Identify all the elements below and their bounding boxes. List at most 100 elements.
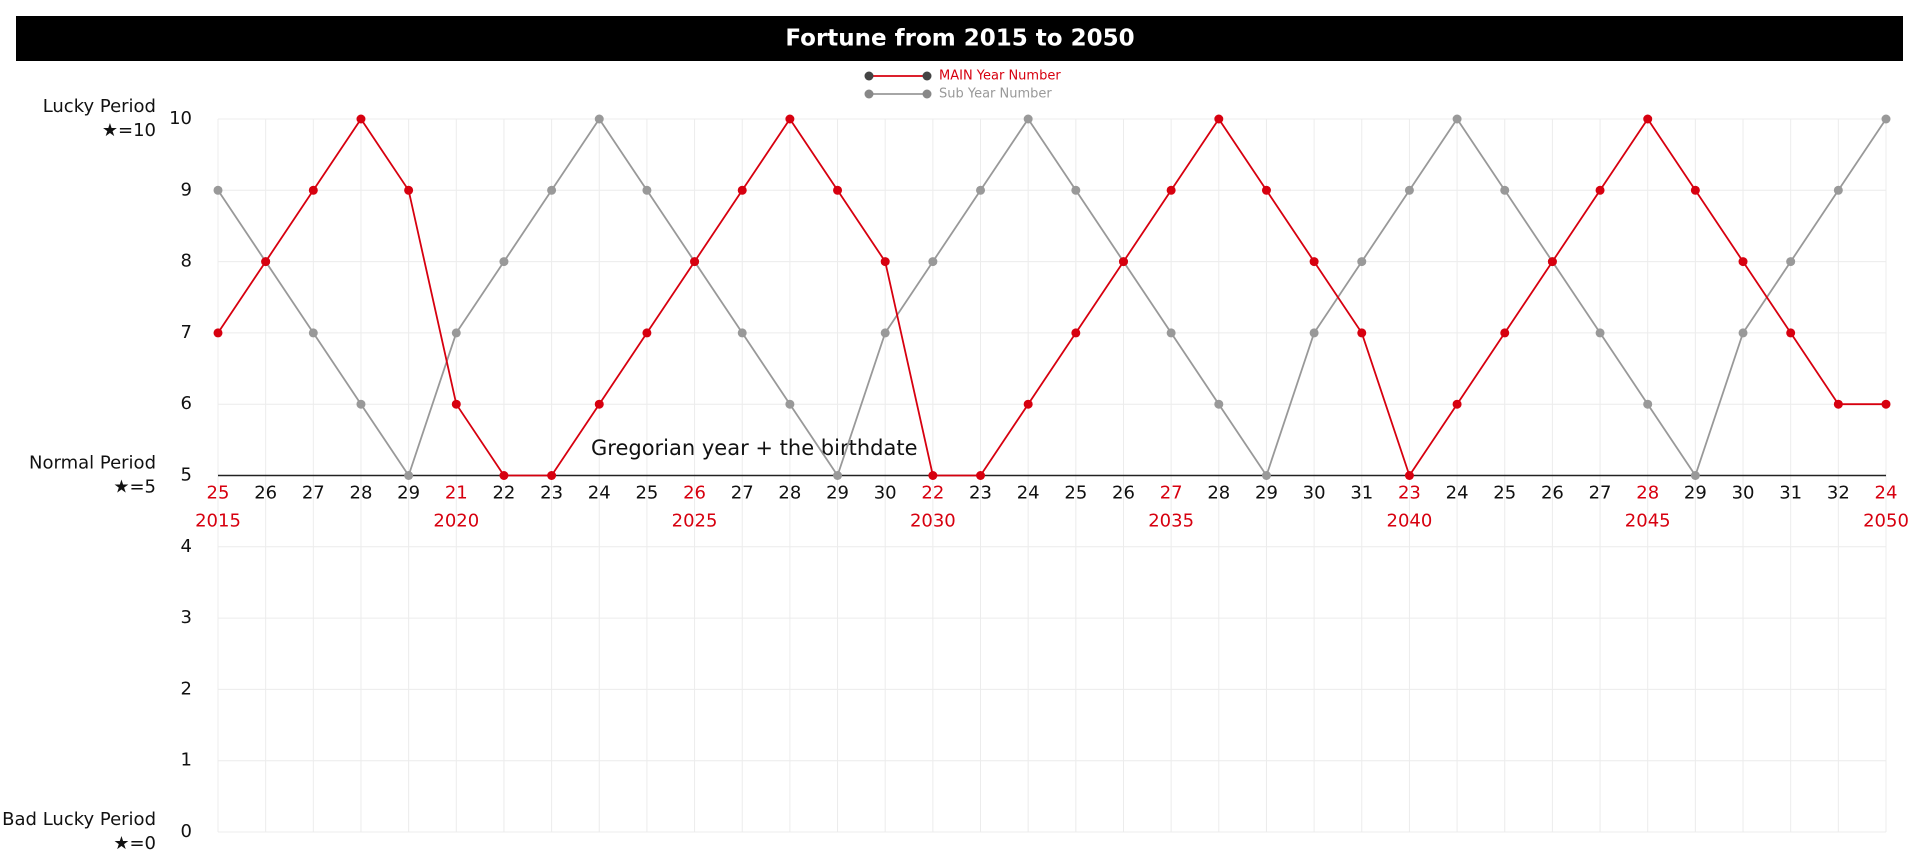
point [594, 114, 604, 124]
point [1166, 185, 1176, 195]
y-tick-label: 0 [181, 821, 192, 842]
point [1595, 185, 1605, 195]
point [451, 399, 461, 409]
x-tick-label: 28 [1636, 483, 1659, 504]
side-label-note: ★=10 [102, 120, 156, 141]
legend-label: MAIN Year Number [939, 69, 1061, 84]
y-tick-label: 4 [181, 536, 192, 557]
point [356, 399, 366, 409]
point [880, 257, 890, 267]
y-tick-label: 5 [181, 465, 192, 486]
point [1786, 328, 1796, 338]
x-tick-label: 27 [1589, 483, 1612, 504]
x-tick-label: 30 [1732, 483, 1755, 504]
point [1118, 257, 1128, 267]
x-tick-label: 31 [1779, 483, 1802, 504]
x-tick-label: 29 [397, 483, 420, 504]
x-tick-label: 28 [350, 483, 373, 504]
point [1309, 257, 1319, 267]
x-tick-label: 26 [1112, 483, 1135, 504]
point [1071, 185, 1081, 195]
point [976, 185, 986, 195]
side-label-title: Bad Lucky Period [2, 809, 156, 830]
legend-dot [922, 89, 932, 99]
year-label: 2040 [1387, 511, 1433, 532]
chart-title: Fortune from 2015 to 2050 [785, 26, 1134, 52]
side-label-note: ★=0 [113, 833, 156, 854]
point [737, 185, 747, 195]
point [1643, 114, 1653, 124]
x-tick-label: 28 [778, 483, 801, 504]
point [785, 399, 795, 409]
y-tick-label: 9 [181, 179, 192, 200]
point [594, 399, 604, 409]
x-tick-label: 25 [207, 483, 230, 504]
point [499, 257, 509, 267]
point [1738, 257, 1748, 267]
x-tick-label: 23 [540, 483, 563, 504]
point [1404, 185, 1414, 195]
title-bar [16, 16, 1903, 61]
y-tick-label: 2 [181, 678, 192, 699]
year-label: 2050 [1863, 511, 1909, 532]
series-line [217, 117, 1887, 478]
point [1881, 114, 1891, 124]
point [1881, 399, 1891, 409]
point [1786, 257, 1796, 267]
point [928, 257, 938, 267]
point [642, 185, 652, 195]
x-tick-label: 29 [1684, 483, 1707, 504]
year-label: 2045 [1625, 511, 1671, 532]
year-label: 2035 [1148, 511, 1194, 532]
x-tick-label: 30 [874, 483, 897, 504]
point [1214, 399, 1224, 409]
point [833, 471, 843, 480]
point [1452, 399, 1462, 409]
year-label: 2030 [910, 511, 956, 532]
x-tick-label: 21 [445, 483, 468, 504]
side-label-title: Normal Period [29, 453, 156, 474]
y-tick-label: 8 [181, 251, 192, 272]
point [1833, 399, 1843, 409]
point [1214, 114, 1224, 124]
point [213, 185, 223, 195]
point [642, 328, 652, 338]
point [1357, 328, 1367, 338]
year-label: 2015 [195, 511, 241, 532]
point [451, 328, 461, 338]
x-tick-label: 26 [254, 483, 277, 504]
annotation: Gregorian year + the birthdate [591, 436, 918, 460]
point [1690, 471, 1700, 480]
x-tick-label: 32 [1827, 483, 1850, 504]
legend-dot [922, 71, 932, 81]
point [1357, 257, 1367, 267]
y-tick-label: 10 [169, 108, 192, 129]
x-tick-label: 24 [1017, 483, 1040, 504]
x-tick-label: 27 [302, 483, 325, 504]
point [1261, 185, 1271, 195]
point [1595, 328, 1605, 338]
x-tick-label: 29 [826, 483, 849, 504]
point [1738, 328, 1748, 338]
point [1261, 471, 1271, 480]
x-tick-label: 28 [1207, 483, 1230, 504]
legend-label: Sub Year Number [939, 87, 1052, 102]
point [261, 257, 271, 267]
point [1500, 328, 1510, 338]
y-tick-label: 3 [181, 607, 192, 628]
y-tick-label: 1 [181, 750, 192, 771]
x-tick-label: 30 [1303, 483, 1326, 504]
x-tick-label: 23 [969, 483, 992, 504]
point [547, 471, 557, 480]
x-tick-label: 25 [635, 483, 658, 504]
point [1547, 257, 1557, 267]
x-tick-label: 27 [1160, 483, 1183, 504]
x-tick-label: 24 [1446, 483, 1469, 504]
x-tick-label: 24 [588, 483, 611, 504]
point [737, 328, 747, 338]
point [880, 328, 890, 338]
point [308, 328, 318, 338]
x-tick-label: 25 [1493, 483, 1516, 504]
x-tick-label: 23 [1398, 483, 1421, 504]
